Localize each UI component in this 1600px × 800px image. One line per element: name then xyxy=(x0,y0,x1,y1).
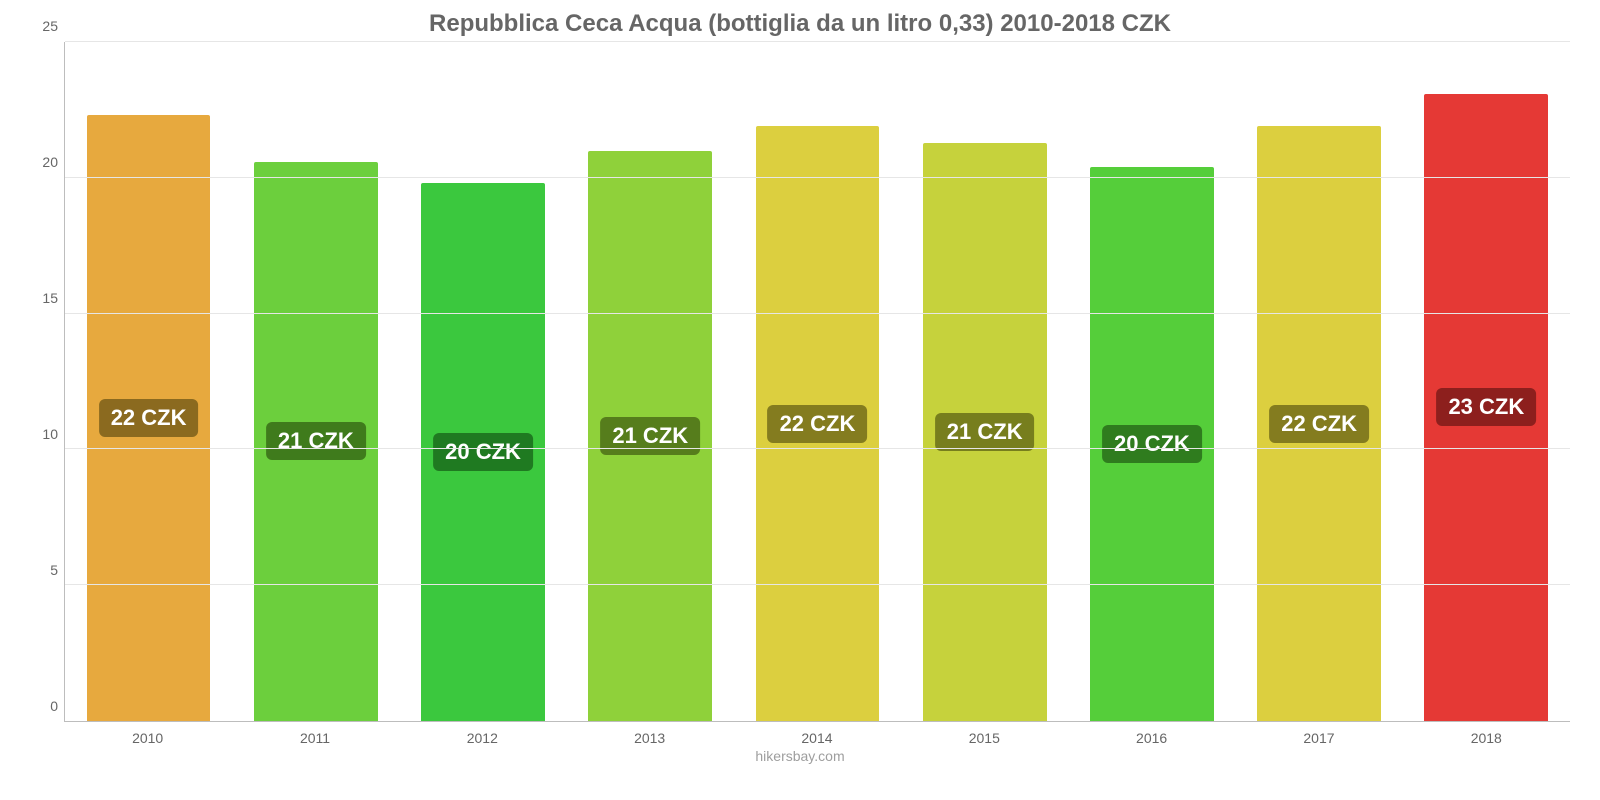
bar: 20 CZK xyxy=(421,183,545,721)
x-tick-label: 2017 xyxy=(1235,730,1402,746)
bar-slot: 21 CZK xyxy=(232,42,399,721)
grid-line xyxy=(65,448,1570,449)
y-tick-label: 20 xyxy=(42,154,58,170)
bar: 20 CZK xyxy=(1090,167,1214,721)
bar-slot: 20 CZK xyxy=(1068,42,1235,721)
bars-layer: 22 CZK 21 CZK 20 CZK 21 CZK 22 CZK 21 CZK 20 C… xyxy=(65,42,1570,721)
bar: 21 CZK xyxy=(254,162,378,721)
bar-value-label: 23 CZK xyxy=(1436,388,1536,426)
bar-slot: 22 CZK xyxy=(1236,42,1403,721)
bar-value-label: 22 CZK xyxy=(768,405,868,443)
plot-row: 0510152025 22 CZK21 CZK20 CZK21 CZK22 CZ… xyxy=(30,42,1570,722)
bar-slot: 22 CZK xyxy=(734,42,901,721)
chart-container: Repubblica Ceca Acqua (bottiglia da un l… xyxy=(0,0,1600,800)
x-tick-label: 2016 xyxy=(1068,730,1235,746)
grid-line xyxy=(65,313,1570,314)
bar-slot: 21 CZK xyxy=(901,42,1068,721)
y-tick-label: 5 xyxy=(50,562,58,578)
chart-title: Repubblica Ceca Acqua (bottiglia da un l… xyxy=(30,10,1570,38)
bar: 23 CZK xyxy=(1424,94,1548,721)
bar-value-label: 22 CZK xyxy=(1269,405,1369,443)
bar-slot: 21 CZK xyxy=(567,42,734,721)
bar-value-label: 21 CZK xyxy=(266,422,366,460)
x-axis: 201020112012201320142015201620172018 xyxy=(64,722,1570,746)
grid-line xyxy=(65,41,1570,42)
plot-area: 22 CZK 21 CZK 20 CZK 21 CZK 22 CZK 21 CZK 20 C… xyxy=(64,42,1570,722)
y-tick-label: 15 xyxy=(42,290,58,306)
bar-value-label: 21 CZK xyxy=(935,413,1035,451)
x-tick-label: 2015 xyxy=(901,730,1068,746)
y-tick-label: 10 xyxy=(42,426,58,442)
bar: 22 CZK xyxy=(1257,126,1381,721)
x-tick-label: 2010 xyxy=(64,730,231,746)
bar: 22 CZK xyxy=(87,115,211,721)
bar: 21 CZK xyxy=(588,151,712,721)
x-tick-label: 2018 xyxy=(1403,730,1570,746)
bar-value-label: 22 CZK xyxy=(99,399,199,437)
grid-line xyxy=(65,177,1570,178)
bar-slot: 20 CZK xyxy=(399,42,566,721)
x-tick-label: 2013 xyxy=(566,730,733,746)
x-tick-label: 2011 xyxy=(231,730,398,746)
bar-slot: 22 CZK xyxy=(65,42,232,721)
grid-line xyxy=(65,584,1570,585)
y-tick-label: 0 xyxy=(50,698,58,714)
bar: 21 CZK xyxy=(923,143,1047,722)
bar: 22 CZK xyxy=(756,126,880,721)
bar-slot: 23 CZK xyxy=(1403,42,1570,721)
source-label: hikersbay.com xyxy=(30,748,1570,764)
bar-value-label: 20 CZK xyxy=(1102,425,1202,463)
y-axis: 0510152025 xyxy=(30,42,64,722)
y-tick-label: 25 xyxy=(42,18,58,34)
x-tick-label: 2014 xyxy=(733,730,900,746)
x-tick-label: 2012 xyxy=(399,730,566,746)
bar-value-label: 20 CZK xyxy=(433,433,533,471)
